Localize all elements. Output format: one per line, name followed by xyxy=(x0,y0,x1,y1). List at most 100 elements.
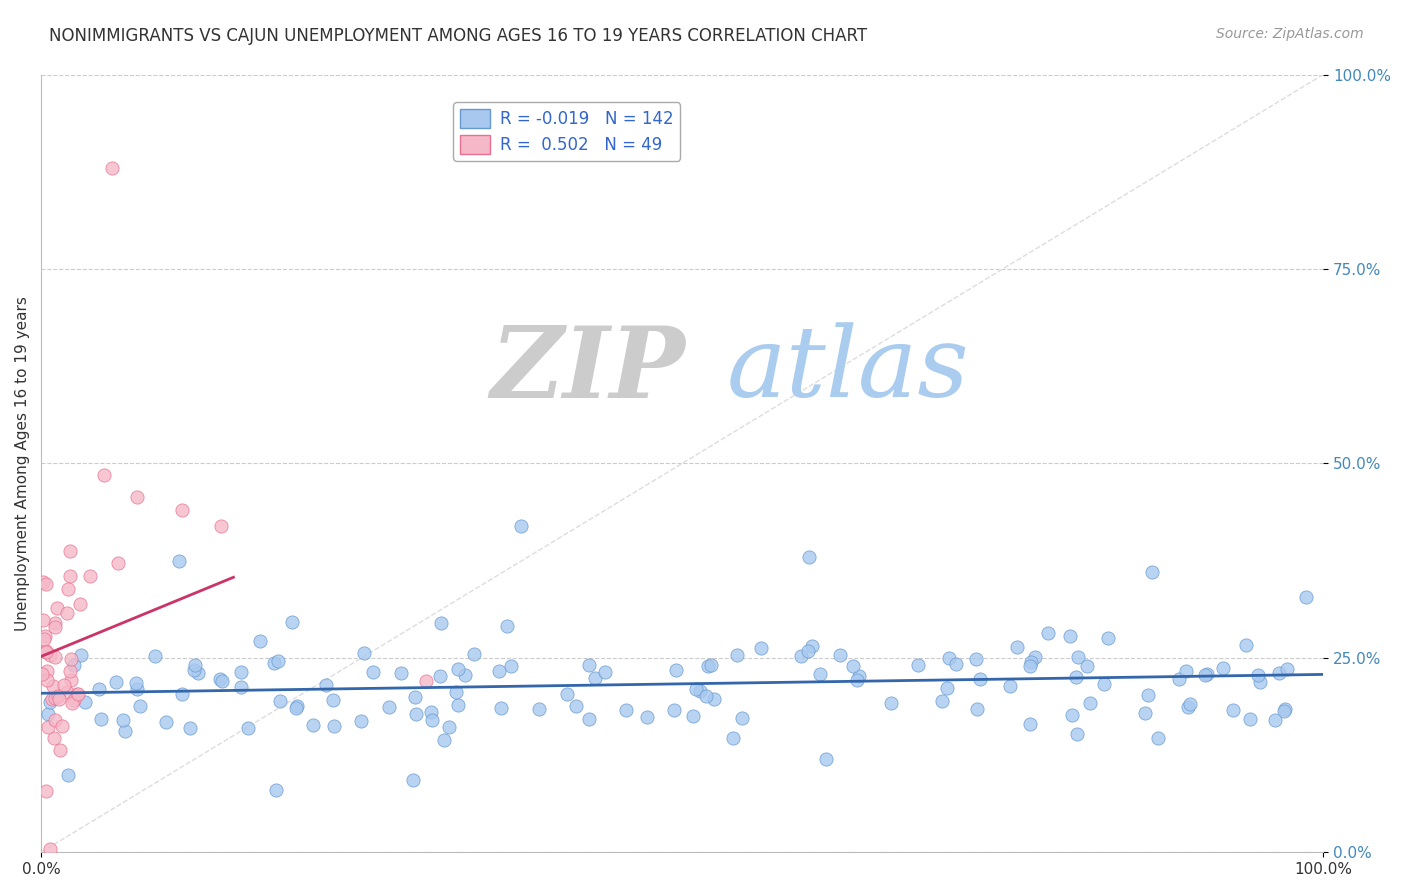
Point xyxy=(389,665,412,680)
Point xyxy=(1066,670,1088,684)
Point xyxy=(267,654,290,668)
Point xyxy=(56,582,79,596)
Point xyxy=(1018,717,1040,731)
Point xyxy=(578,658,600,673)
Point xyxy=(143,648,166,663)
Point xyxy=(231,680,253,694)
Point xyxy=(34,630,56,644)
Point xyxy=(75,695,97,709)
Point xyxy=(830,648,852,662)
Point xyxy=(578,712,600,726)
Point xyxy=(1133,706,1156,721)
Point xyxy=(263,656,285,670)
Point xyxy=(1167,673,1189,687)
Point xyxy=(1147,731,1170,745)
Point xyxy=(808,667,831,681)
Point xyxy=(184,658,207,673)
Point xyxy=(229,665,252,679)
Point xyxy=(429,669,451,683)
Point xyxy=(125,676,148,690)
Point xyxy=(284,701,307,715)
Point xyxy=(1024,649,1046,664)
Point xyxy=(731,711,754,725)
Point xyxy=(966,701,988,715)
Point xyxy=(79,569,101,583)
Point xyxy=(879,697,901,711)
Point xyxy=(433,733,456,747)
Point xyxy=(179,721,201,735)
Point xyxy=(938,650,960,665)
Point xyxy=(529,702,551,716)
Point xyxy=(315,678,337,692)
Point xyxy=(1066,726,1088,740)
Point xyxy=(87,681,110,696)
Point xyxy=(1239,712,1261,726)
Point xyxy=(249,633,271,648)
Point xyxy=(49,743,72,757)
Point xyxy=(907,657,929,672)
Point xyxy=(236,722,259,736)
Point xyxy=(1274,702,1296,716)
Point xyxy=(1059,629,1081,643)
Point xyxy=(39,695,62,709)
Point xyxy=(1234,638,1257,652)
Point xyxy=(444,684,467,698)
Point xyxy=(1194,668,1216,682)
Point xyxy=(488,664,510,678)
Point xyxy=(499,659,522,673)
Point xyxy=(172,687,194,701)
Point xyxy=(496,619,519,633)
Point xyxy=(447,698,470,712)
Point xyxy=(42,679,65,693)
Point xyxy=(41,691,63,706)
Point xyxy=(35,577,58,591)
Point xyxy=(510,518,533,533)
Point xyxy=(32,575,55,590)
Point xyxy=(1275,662,1298,676)
Point xyxy=(31,613,53,627)
Point xyxy=(789,648,811,663)
Legend: R = -0.019   N = 142, R =  0.502   N = 49: R = -0.019 N = 142, R = 0.502 N = 49 xyxy=(453,103,681,161)
Point xyxy=(322,693,344,707)
Point xyxy=(378,699,401,714)
Point xyxy=(37,707,59,722)
Point xyxy=(1036,626,1059,640)
Point xyxy=(44,616,66,631)
Point xyxy=(796,644,818,658)
Text: Source: ZipAtlas.com: Source: ZipAtlas.com xyxy=(1216,27,1364,41)
Point xyxy=(1097,631,1119,645)
Point xyxy=(1222,703,1244,717)
Point xyxy=(749,641,772,656)
Point xyxy=(998,680,1021,694)
Point xyxy=(62,693,84,707)
Point xyxy=(67,687,90,701)
Point xyxy=(114,724,136,739)
Point xyxy=(846,673,869,688)
Point xyxy=(169,554,191,568)
Point xyxy=(1140,566,1163,580)
Point xyxy=(46,689,69,703)
Point xyxy=(69,597,91,611)
Point xyxy=(636,710,658,724)
Point xyxy=(595,665,617,679)
Point xyxy=(187,666,209,681)
Point xyxy=(44,690,66,705)
Point xyxy=(1019,659,1042,673)
Point xyxy=(565,698,588,713)
Point xyxy=(32,632,55,646)
Point xyxy=(56,685,79,699)
Point xyxy=(1295,590,1317,604)
Point xyxy=(1076,659,1098,673)
Point xyxy=(44,620,66,634)
Point xyxy=(209,518,232,533)
Point xyxy=(70,648,93,662)
Point xyxy=(264,783,287,797)
Point xyxy=(697,659,720,673)
Point xyxy=(401,773,423,788)
Point xyxy=(489,700,512,714)
Point xyxy=(1078,696,1101,710)
Point xyxy=(945,657,967,671)
Point xyxy=(361,665,384,679)
Point xyxy=(350,714,373,728)
Point xyxy=(42,731,65,745)
